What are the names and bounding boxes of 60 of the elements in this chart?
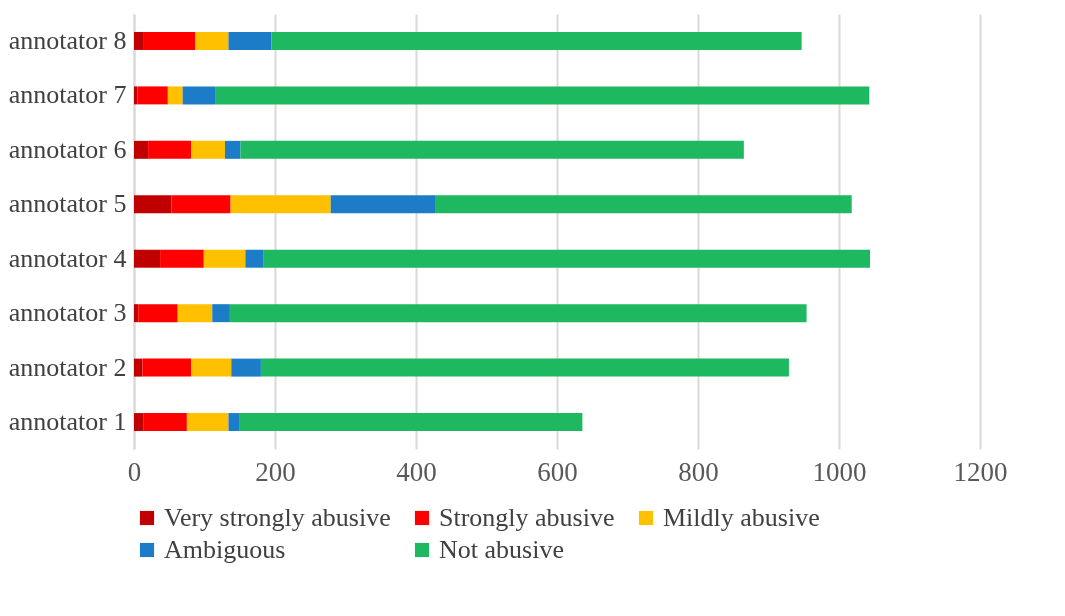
x-tick-label: 1200 xyxy=(953,456,1008,487)
bar xyxy=(186,413,229,432)
bar xyxy=(134,86,138,105)
legend-label: Not abusive xyxy=(439,535,564,564)
bar xyxy=(230,195,331,214)
bar xyxy=(191,358,232,377)
y-tick-label: annotator 2 xyxy=(8,352,127,382)
bar xyxy=(143,413,187,432)
y-tick-label: annotator 5 xyxy=(8,189,127,219)
bar xyxy=(330,195,436,214)
bar xyxy=(195,31,229,50)
legend-label: Very strongly abusive xyxy=(164,503,391,532)
bar xyxy=(215,86,870,105)
x-tick-label: 0 xyxy=(127,456,142,487)
bar xyxy=(160,249,204,268)
bar xyxy=(134,31,144,50)
bar xyxy=(134,358,143,377)
y-tick-label: annotator 7 xyxy=(8,80,127,110)
bar xyxy=(435,195,852,214)
y-tick-label: annotator 3 xyxy=(8,298,127,328)
bar xyxy=(245,249,264,268)
bar xyxy=(134,140,149,159)
bar xyxy=(260,358,789,377)
y-tick-label: annotator 8 xyxy=(8,25,127,55)
bar xyxy=(271,31,802,50)
bar xyxy=(148,140,192,159)
x-tick-label: 200 xyxy=(255,456,296,487)
bar xyxy=(212,304,230,323)
x-tick-label: 1000 xyxy=(812,456,867,487)
bar xyxy=(134,413,144,432)
bar xyxy=(263,249,871,268)
legend-label: Mildly abusive xyxy=(663,503,820,532)
x-tick-label: 600 xyxy=(537,456,578,487)
bar xyxy=(167,86,183,105)
bar xyxy=(134,195,172,214)
bar xyxy=(143,31,196,50)
bar xyxy=(137,86,168,105)
y-tick-label: annotator 1 xyxy=(8,407,127,437)
x-tick-label: 400 xyxy=(396,456,437,487)
bar xyxy=(240,140,744,159)
bar xyxy=(203,249,246,268)
bar xyxy=(228,413,240,432)
bar xyxy=(239,413,583,432)
bar xyxy=(138,304,178,323)
legend-label: Ambiguous xyxy=(164,535,286,564)
bar xyxy=(142,358,192,377)
bar xyxy=(134,304,139,323)
bar xyxy=(224,140,241,159)
legend-label: Strongly abusive xyxy=(439,503,615,532)
bar xyxy=(191,140,225,159)
x-tick-label: 800 xyxy=(678,456,719,487)
bar xyxy=(134,249,161,268)
bar xyxy=(229,304,807,323)
bar xyxy=(231,358,261,377)
bar xyxy=(171,195,231,214)
bar xyxy=(228,31,272,50)
bar xyxy=(177,304,213,323)
y-tick-label: annotator 6 xyxy=(8,134,127,164)
bar xyxy=(182,86,216,105)
y-tick-label: annotator 4 xyxy=(8,243,127,273)
